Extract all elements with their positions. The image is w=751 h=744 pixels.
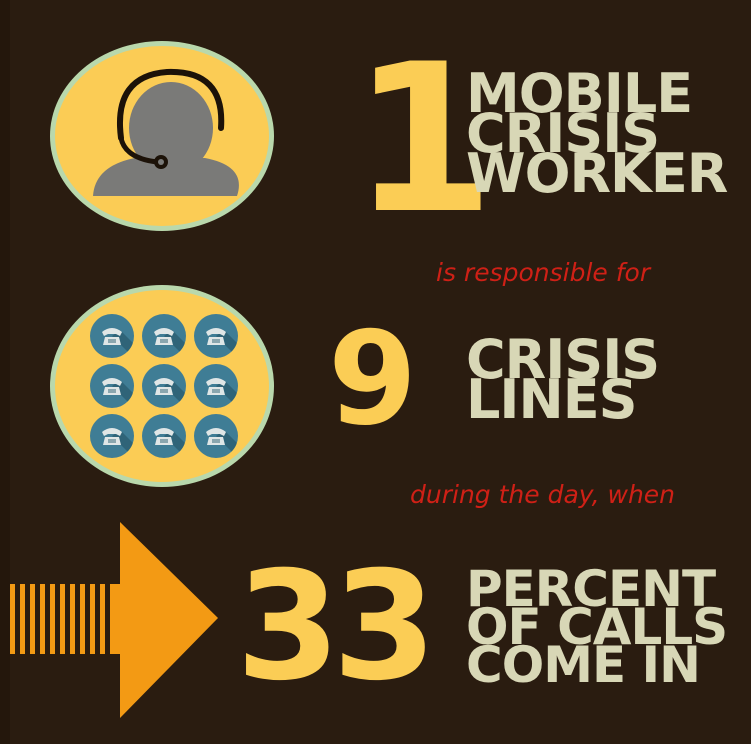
phone-icon (90, 364, 134, 408)
stat-number-percent: 33 (236, 540, 437, 714)
label-line: MOBILE (466, 62, 693, 125)
stat-number-lines: 9 (328, 305, 417, 454)
label-line: CRISIS (466, 328, 660, 391)
headset-person-icon (93, 68, 239, 196)
label-line: COME IN (466, 636, 701, 694)
stat-label-worker: MOBILE CRISIS WORKER (466, 62, 728, 205)
phone-icon (194, 364, 238, 408)
phone-icon (142, 314, 186, 358)
phone-icon (142, 364, 186, 408)
stat-label-percent: PERCENT OF CALLS COME IN (466, 560, 728, 694)
arrow-icon (10, 522, 218, 718)
phone-icon (142, 414, 186, 458)
connector-text: is responsible for (436, 258, 651, 287)
phone-icon (90, 414, 134, 458)
stat-number-worker: 1 (352, 21, 495, 259)
phone-icon (194, 314, 238, 358)
label-line: OF CALLS (466, 598, 728, 656)
label-line: CRISIS (466, 102, 660, 165)
phone-grid-icon (90, 314, 240, 460)
phone-icon (90, 314, 134, 358)
label-line: WORKER (466, 142, 728, 205)
label-line: LINES (466, 368, 637, 431)
connector-text: during the day, when (410, 480, 676, 509)
label-line: PERCENT (466, 560, 716, 618)
phone-icon (194, 414, 238, 458)
stat-label-lines: CRISIS LINES (466, 328, 660, 431)
